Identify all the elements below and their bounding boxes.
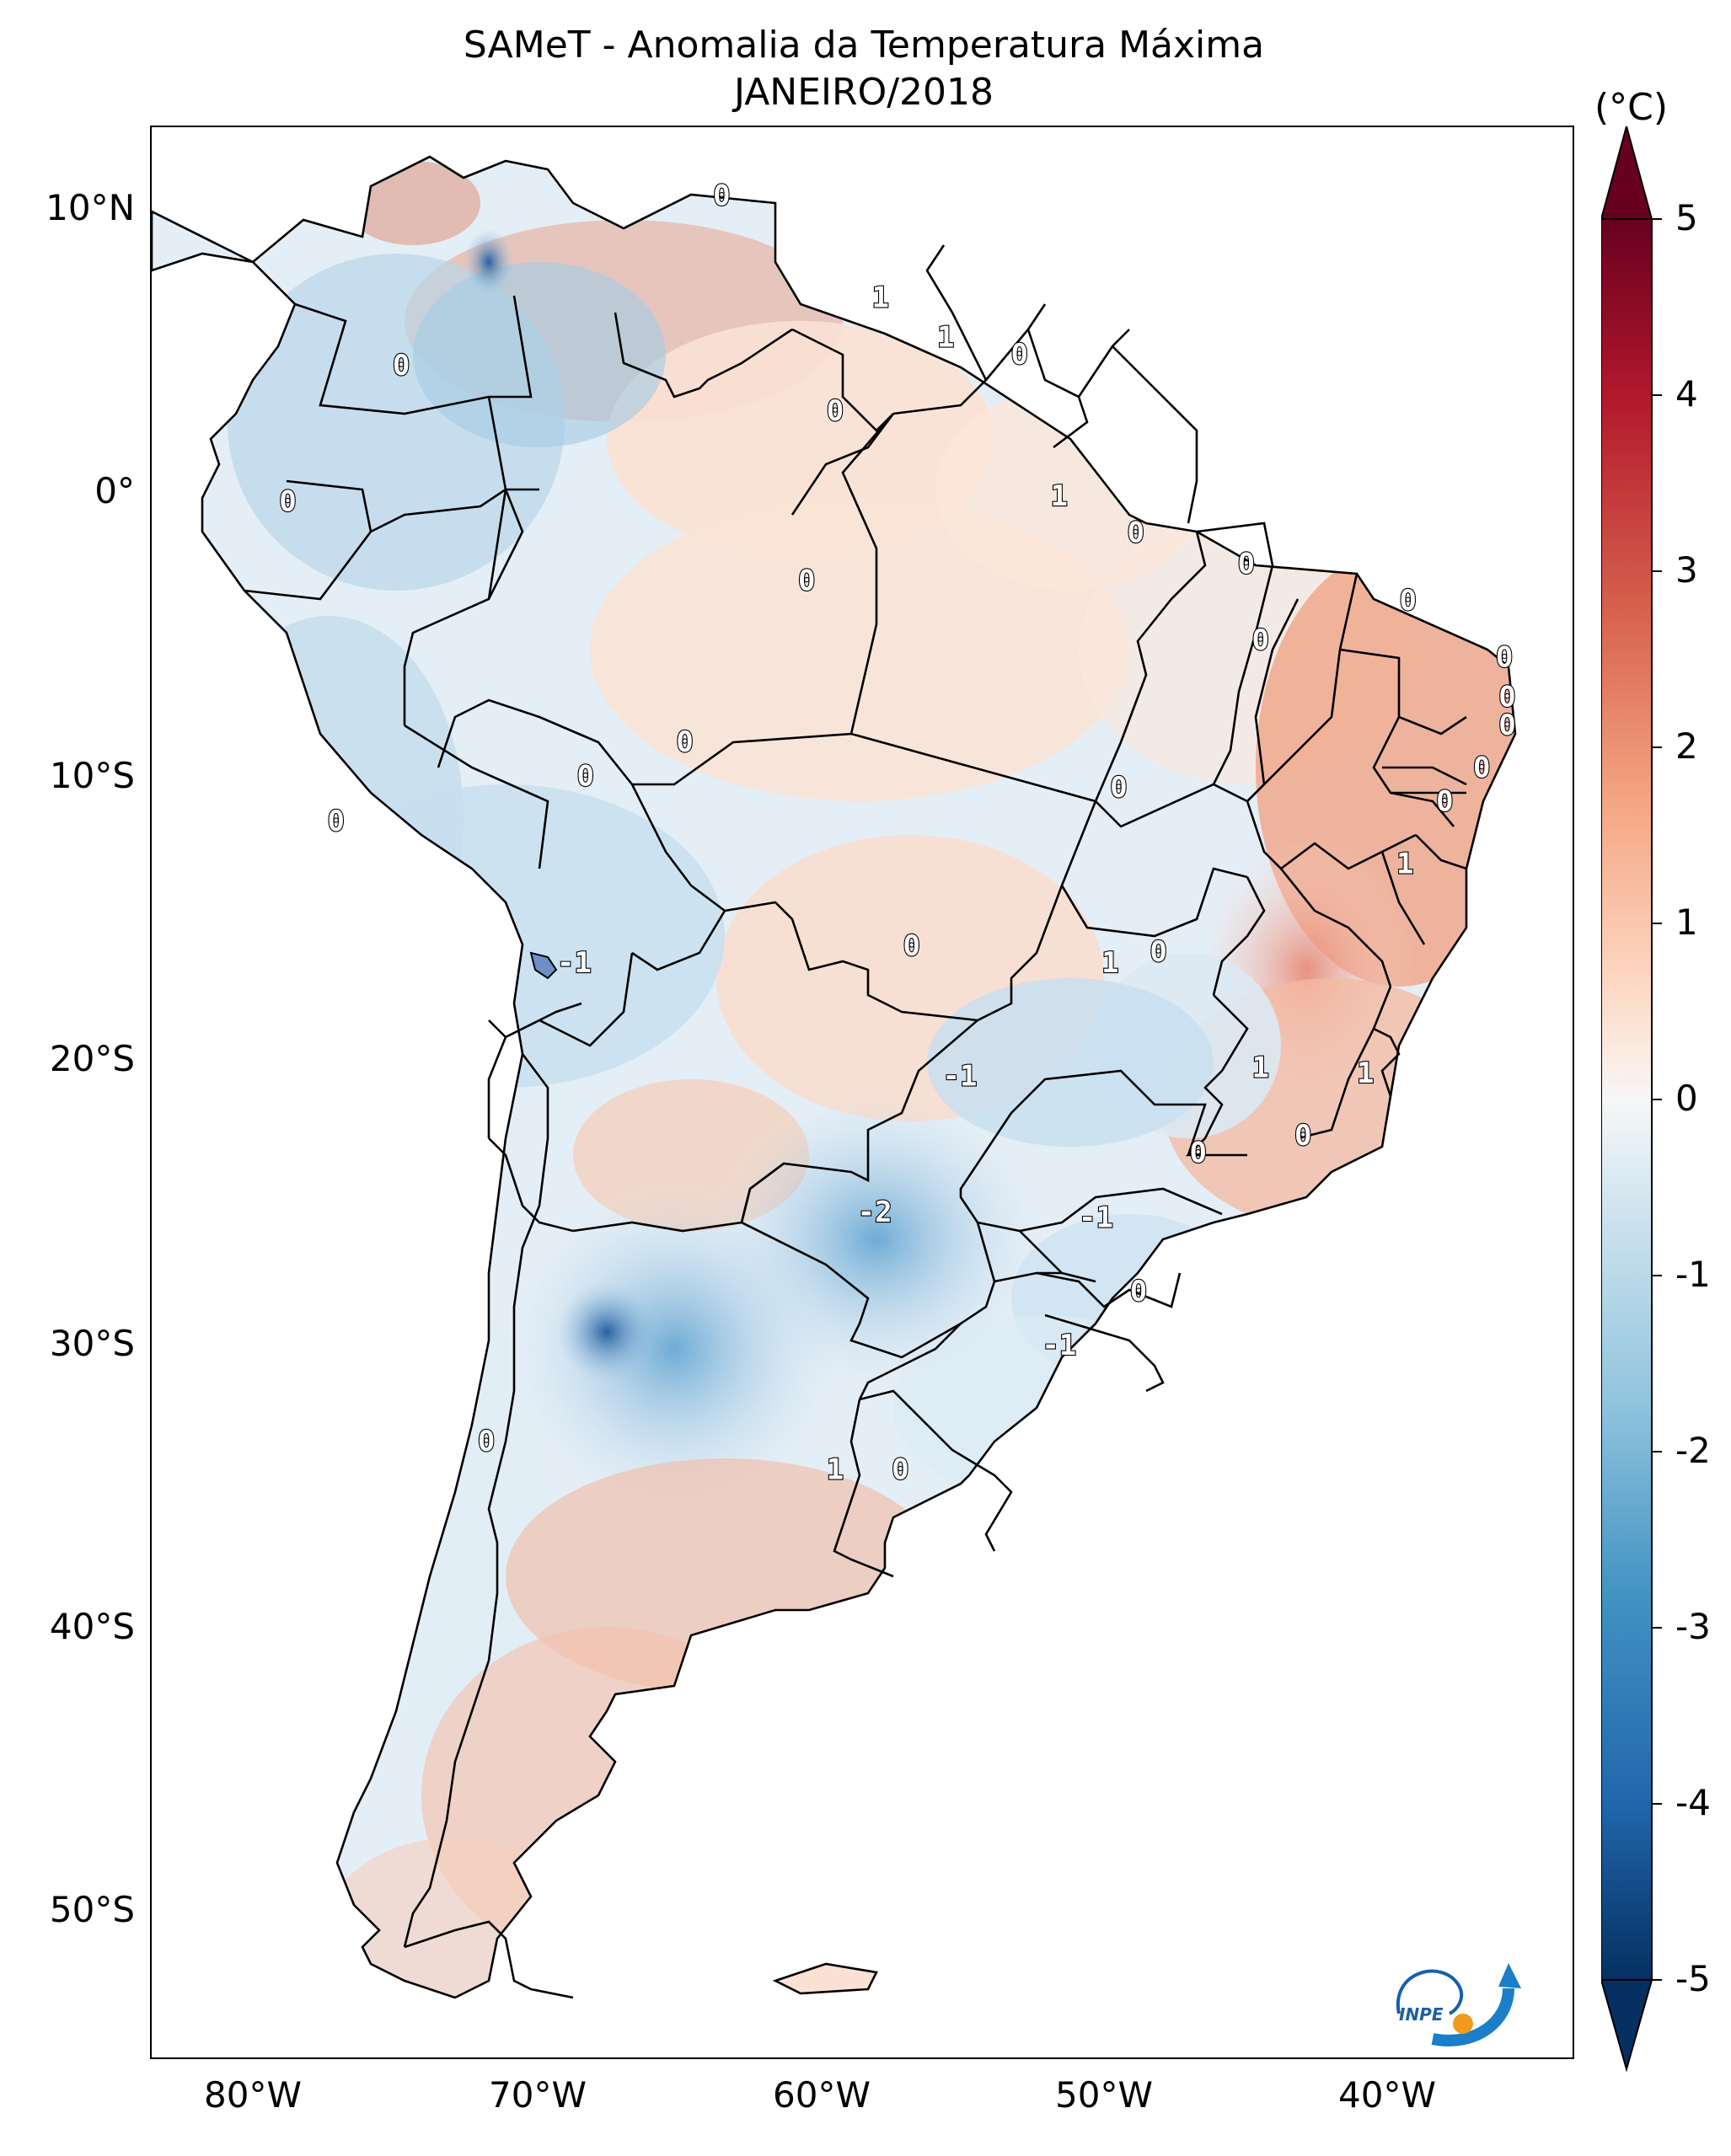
map-subtitle: JANEIRO/2018 — [734, 71, 994, 114]
colorbar-scale — [1601, 218, 1653, 1981]
contour-label: 1 — [1051, 479, 1068, 513]
contour-label: -1 — [943, 1060, 978, 1094]
contour-label: 0 — [1127, 516, 1144, 550]
contour-label: -2 — [858, 1196, 892, 1229]
contour-label: -1 — [557, 946, 592, 980]
contour-label: 0 — [1238, 547, 1255, 580]
contour-label: 0 — [676, 725, 693, 759]
contour-label: 0 — [279, 485, 296, 519]
inpe-logo: INPE — [1396, 1963, 1521, 2046]
contour-label: 0 — [892, 1453, 908, 1487]
colorbar-tick: -1 — [1675, 1254, 1711, 1295]
country-state-borders — [244, 244, 1467, 1999]
x-tick-label: 40°W — [1338, 2074, 1436, 2116]
contour-label: 0 — [1189, 1136, 1206, 1169]
colorbar-tick: -5 — [1675, 1958, 1711, 1999]
y-tick-label: 40°S — [49, 1606, 135, 1647]
x-tick-label: 60°W — [773, 2074, 871, 2116]
colorbar-tick: 0 — [1675, 1078, 1698, 1119]
contour-label: 0 — [1498, 709, 1515, 742]
contour-label: 0 — [1436, 785, 1453, 819]
contour-label: 0 — [903, 929, 920, 963]
colorbar-tick: 3 — [1675, 549, 1698, 591]
contour-label: 0 — [827, 394, 844, 428]
colorbar — [1601, 126, 1662, 2073]
contour-label: 0 — [1294, 1119, 1311, 1153]
temperature-anomaly-field — [152, 155, 1517, 1999]
contour-label: 0 — [393, 349, 410, 383]
contour-label: 0 — [1498, 680, 1515, 714]
colorbar-tick: 4 — [1675, 373, 1698, 415]
contour-label: 1 — [872, 281, 889, 315]
contour-label: 0 — [1399, 584, 1416, 618]
contour-label: 0 — [1496, 640, 1513, 674]
y-tick-label: 30°S — [49, 1323, 135, 1364]
contour-label: 0 — [1473, 751, 1490, 784]
colorbar-tick: 2 — [1675, 725, 1698, 767]
colorbar-unit: (°C) — [1594, 86, 1669, 129]
contour-label: 1 — [827, 1453, 844, 1487]
contour-label: 0 — [798, 564, 815, 598]
contour-label: 1 — [1357, 1057, 1374, 1090]
contour-label: 1 — [937, 321, 954, 355]
y-tick-label: 20°S — [49, 1038, 135, 1079]
colorbar-tick: -4 — [1675, 1782, 1711, 1823]
contour-label: 0 — [1110, 771, 1127, 805]
x-tick-label: 50°W — [1055, 2074, 1153, 2116]
contour-label: 0 — [327, 805, 344, 838]
contour-label: 0 — [577, 759, 594, 793]
contour-label: 1 — [1251, 1051, 1268, 1085]
x-tick-label: 80°W — [204, 2074, 302, 2116]
colorbar-tick: -2 — [1675, 1430, 1711, 1471]
y-tick-label: 0° — [94, 470, 135, 511]
map-title: SAMeT - Anomalia da Temperatura Máxima — [463, 24, 1265, 67]
colorbar-tick: -3 — [1675, 1606, 1711, 1647]
colorbar-extend-max — [1601, 126, 1653, 220]
contour-label: -1 — [1042, 1329, 1076, 1362]
contour-label: -1 — [1079, 1201, 1113, 1235]
contour-label: 0 — [1010, 338, 1027, 372]
contour-label: 1 — [1396, 848, 1413, 881]
map-area: 0 1 1 0 0 0 0 1 0 0 0 0 0 0 0 0 0 0 0 0 0 0 1 0 0 1 -1 1 -1 1 0 0 -2 -1 0-… — [150, 126, 1574, 2059]
contour-label: 0 — [1130, 1275, 1147, 1308]
colorbar-tick: 1 — [1675, 901, 1698, 943]
colorbar-tick: 5 — [1675, 197, 1698, 238]
contour-label: 1 — [1101, 946, 1118, 980]
y-tick-label: 50°S — [49, 1889, 135, 1930]
contour-label: 0 — [1251, 623, 1268, 657]
y-tick-label: 10°N — [46, 187, 135, 228]
svg-text:INPE: INPE — [1399, 2004, 1444, 2025]
contour-label: 0 — [713, 179, 730, 213]
y-tick-label: 10°S — [49, 755, 135, 796]
contour-label: 0 — [478, 1425, 495, 1458]
colorbar-extend-min — [1601, 1979, 1653, 2073]
x-tick-label: 70°W — [489, 2074, 587, 2116]
contour-label: 0 — [1150, 935, 1166, 969]
